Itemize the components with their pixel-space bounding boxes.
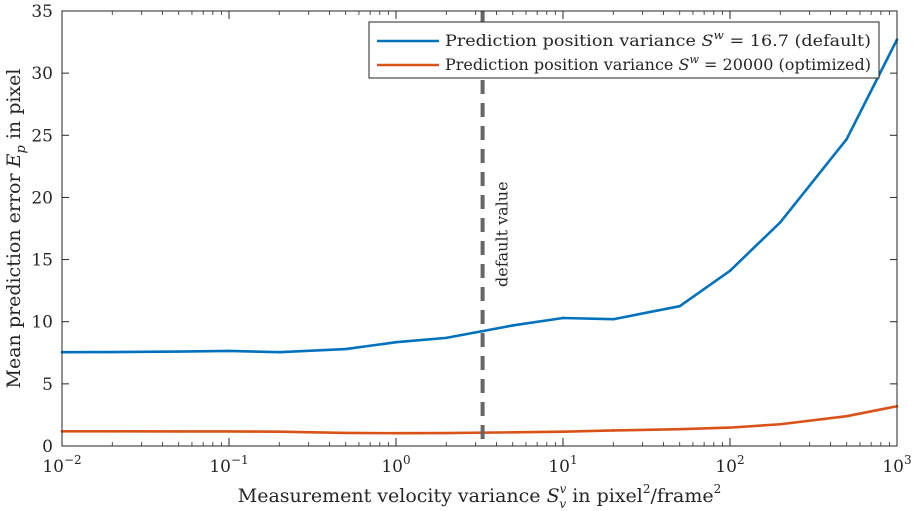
series-1 [60,38,899,354]
y-tick-label: 15 [31,251,53,271]
x-tick-exponent: 0 [403,453,411,467]
series-2 [60,404,899,435]
x-axis-label-sup: v [560,482,567,496]
x-tick-exponent: 3 [904,453,912,467]
legend-label-symbol: S [701,31,713,50]
legend-label-1: Prediction position variance Sw = 16.7 (… [445,29,871,50]
data-point [511,431,515,434]
data-point [561,316,565,320]
x-axis-label-symbol: S [547,485,560,507]
y-axis-label-sub: p [14,145,29,154]
x-tick-exponent: −1 [231,453,249,467]
x-tick-label: 10−2 [42,453,81,477]
x-tick-exponent: 1 [570,453,578,467]
y-tick-label: 25 [31,126,53,146]
x-tick-base: 10 [42,457,64,477]
x-axis-label-text: /frame [651,485,714,507]
data-point [778,220,782,224]
x-tick-base: 10 [209,457,231,477]
plot-background [62,11,897,446]
legend-label-symbol: S [678,55,689,74]
data-point [845,414,849,418]
data-point [177,350,181,353]
x-tick-base: 10 [548,457,570,477]
data-point [227,430,231,433]
y-axis-label: Mean prediction error Ep in pixel [3,69,29,389]
legend: Prediction position variance Sw = 16.7 (… [368,21,880,79]
data-point [845,137,849,141]
data-point [611,317,615,321]
y-axis-label-text: Mean prediction error [3,167,25,388]
data-point [177,430,181,433]
legend-label-sup: w [689,53,699,66]
x-tick-base: 10 [381,457,403,477]
x-tick-exponent: 2 [737,453,745,467]
x-tick-base: 10 [715,457,737,477]
x-tick-label: 102 [715,453,744,477]
y-tick-label: 10 [31,313,53,333]
series-line-2 [62,404,898,435]
y-tick-label: 20 [31,188,53,208]
data-point [277,350,281,354]
legend-label-text: = 20000 (optimized) [699,55,871,74]
legend-label-text: Prediction position variance [445,31,701,50]
x-axis-label: Measurement velocity variance Sv v in pix… [238,482,722,511]
reference-line-layer: default value [480,11,512,446]
x-axis-label-sup: 2 [643,482,651,496]
data-point [678,304,682,308]
data-point [611,429,615,432]
data-point [394,340,398,344]
data-point [344,431,348,435]
series-layer [60,38,899,435]
data-point [110,350,114,354]
x-axis-label-text: Measurement velocity variance [238,485,547,507]
y-tick-label: 0 [42,437,53,457]
x-tick-base: 10 [882,457,904,477]
data-point [728,426,732,429]
data-point [561,430,565,434]
data-point [394,431,398,435]
data-point [444,431,448,435]
reference-line-label: default value [493,181,512,287]
x-tick-label: 10−1 [209,453,248,477]
data-point [227,349,231,353]
x-axis-label-sup: 2 [714,482,722,496]
legend-label-text: Prediction position variance [445,55,678,74]
data-point [277,430,281,434]
data-point [110,430,114,433]
y-tick-label: 30 [31,64,53,84]
series-line-1 [61,39,899,354]
x-axis-label-sub: v [559,497,566,511]
data-point [444,336,448,340]
x-axis-label-text: in pixel [566,485,643,507]
data-point [778,422,782,426]
x-tick-label: 100 [381,453,410,477]
data-point [678,427,682,431]
x-tick-label: 103 [882,453,911,477]
x-tick-exponent: −2 [64,453,82,467]
legend-label-text: = 16.7 (default) [724,31,871,50]
data-point [511,324,515,327]
y-axis-label-text: in pixel [3,69,25,146]
data-point [344,347,348,351]
plot-area [62,11,897,446]
y-tick-label: 5 [42,375,53,395]
legend-label-sup: w [714,29,725,42]
x-tick-label: 101 [548,453,577,477]
data-point [728,269,732,273]
y-tick-label: 35 [31,2,53,22]
axes-box [61,10,898,447]
legend-label-2: Prediction position variance Sw = 20000 … [445,53,871,74]
legend-box [368,21,880,79]
y-axis-label-symbol: E [3,153,25,168]
